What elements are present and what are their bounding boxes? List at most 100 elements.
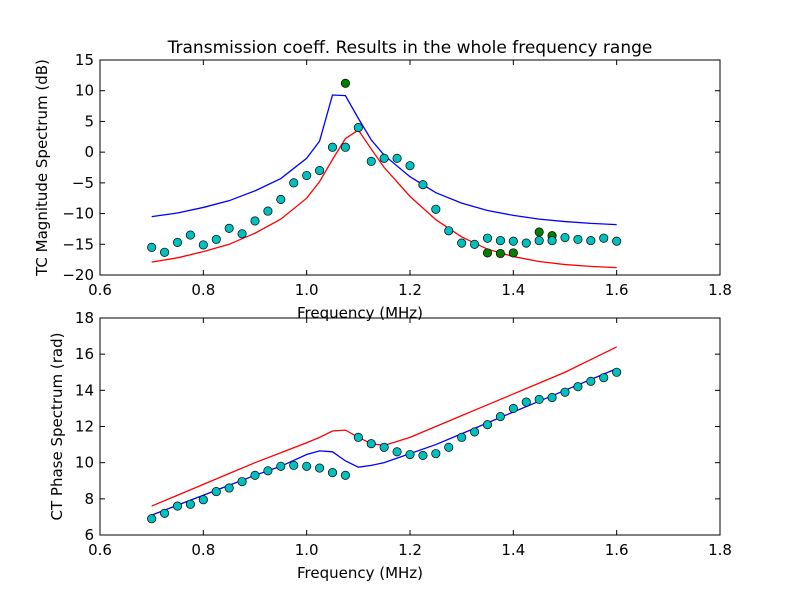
- data-point: [366, 439, 376, 449]
- data-point: [392, 153, 402, 163]
- data-point: [482, 420, 493, 430]
- data-point: [612, 367, 622, 377]
- data-point: [405, 449, 415, 460]
- data-point: [573, 234, 583, 244]
- x-tick-label: 1.0: [295, 541, 319, 559]
- data-point: [586, 236, 596, 246]
- x-tick-label: 1.4: [501, 281, 525, 299]
- data-point: [198, 240, 208, 250]
- y-tick-label: 18: [75, 309, 94, 327]
- y-tick-label: 16: [75, 345, 94, 363]
- y-tick-label: −5: [72, 174, 94, 192]
- data-point: [508, 236, 518, 246]
- data-point: [172, 501, 183, 511]
- y-tick-label: 14: [75, 381, 94, 399]
- x-tick-label: 0.6: [88, 541, 112, 559]
- x-axis-label: Frequency (MHz): [297, 564, 423, 582]
- data-point: [444, 442, 454, 452]
- data-point: [302, 461, 312, 471]
- data-point: [431, 449, 441, 459]
- data-point: [224, 223, 234, 233]
- data-point: [470, 427, 480, 437]
- data-point: [418, 450, 428, 460]
- data-point: [185, 499, 195, 509]
- data-point: [392, 447, 402, 457]
- data-point: [211, 487, 221, 497]
- data-point: [495, 236, 505, 246]
- data-point: [366, 156, 376, 166]
- magnitude-chart: 0.6 0.8 1.0 1.2 1.4 1.6 1.8 −20 −15 −10 −5 0 5 10 15 Fr…: [33, 51, 732, 322]
- y-tick-label: −20: [62, 266, 94, 284]
- y-tick-label: 10: [75, 454, 94, 472]
- data-point: [289, 460, 299, 470]
- data-point: [612, 236, 622, 246]
- plot-area: [147, 78, 622, 269]
- data-point: [482, 233, 493, 243]
- series-line-2: [151, 129, 617, 269]
- data-point: [353, 432, 363, 442]
- x-tick-label: 0.8: [191, 281, 215, 299]
- data-point: [599, 233, 609, 243]
- y-tick-label: −15: [62, 235, 94, 253]
- x-tick-label: 1.0: [295, 281, 319, 299]
- data-point: [534, 227, 544, 237]
- data-point: [353, 123, 363, 133]
- data-point: [340, 78, 350, 88]
- data-point: [160, 508, 170, 518]
- data-point: [547, 393, 557, 403]
- y-tick-label: −10: [62, 205, 94, 223]
- y-tick-label: 5: [84, 112, 94, 130]
- data-point: [599, 373, 609, 383]
- series-line-1: [151, 94, 617, 226]
- data-point: [160, 247, 170, 257]
- data-point: [431, 204, 441, 214]
- data-point: [457, 432, 467, 442]
- y-tick-label: 6: [84, 526, 94, 544]
- data-point: [495, 411, 505, 422]
- y-tick-label: 8: [84, 490, 94, 508]
- data-point: [289, 178, 299, 188]
- x-tick-label: 1.4: [501, 541, 525, 559]
- y-axis-label: CT Phase Spectrum (rad): [48, 333, 66, 521]
- data-point: [276, 461, 286, 471]
- y-tick-label: 12: [75, 418, 94, 436]
- data-point: [263, 206, 273, 216]
- y-tick-label: 10: [75, 82, 94, 100]
- x-tick-label: 1.8: [708, 281, 732, 299]
- data-point: [508, 248, 518, 258]
- data-point: [379, 153, 389, 163]
- data-point: [172, 237, 183, 247]
- x-tick-label: 1.6: [605, 541, 629, 559]
- data-point: [560, 232, 570, 243]
- figure-title: Transmission coeff. Results in the whole…: [167, 38, 653, 58]
- data-point: [302, 170, 312, 181]
- phase-chart: 0.6 0.8 1.0 1.2 1.4 1.6 1.8 6 8 10 12 14 16 18 Frequen…: [48, 309, 732, 582]
- data-point: [444, 226, 454, 236]
- data-point: [263, 466, 273, 476]
- data-point: [315, 463, 325, 473]
- data-point: [340, 470, 350, 480]
- data-point: [457, 238, 467, 248]
- x-tick-label: 1.8: [708, 541, 732, 559]
- plot-area: [147, 346, 622, 524]
- data-point: [560, 387, 570, 397]
- data-point: [237, 477, 247, 487]
- data-point: [198, 495, 208, 505]
- series-line-1: [151, 346, 617, 507]
- x-tick-label: 1.2: [398, 281, 422, 299]
- data-point: [534, 236, 544, 246]
- data-point: [482, 248, 493, 258]
- data-point: [340, 142, 350, 152]
- data-point: [534, 394, 544, 404]
- data-point: [379, 442, 389, 452]
- data-point: [405, 161, 415, 171]
- y-axis-label: TC Magnitude Spectrum (dB): [33, 59, 51, 277]
- data-point: [418, 180, 428, 190]
- data-point: [147, 514, 157, 524]
- data-point: [573, 382, 583, 392]
- data-point: [250, 470, 260, 480]
- data-point: [224, 483, 234, 493]
- data-point: [237, 229, 247, 239]
